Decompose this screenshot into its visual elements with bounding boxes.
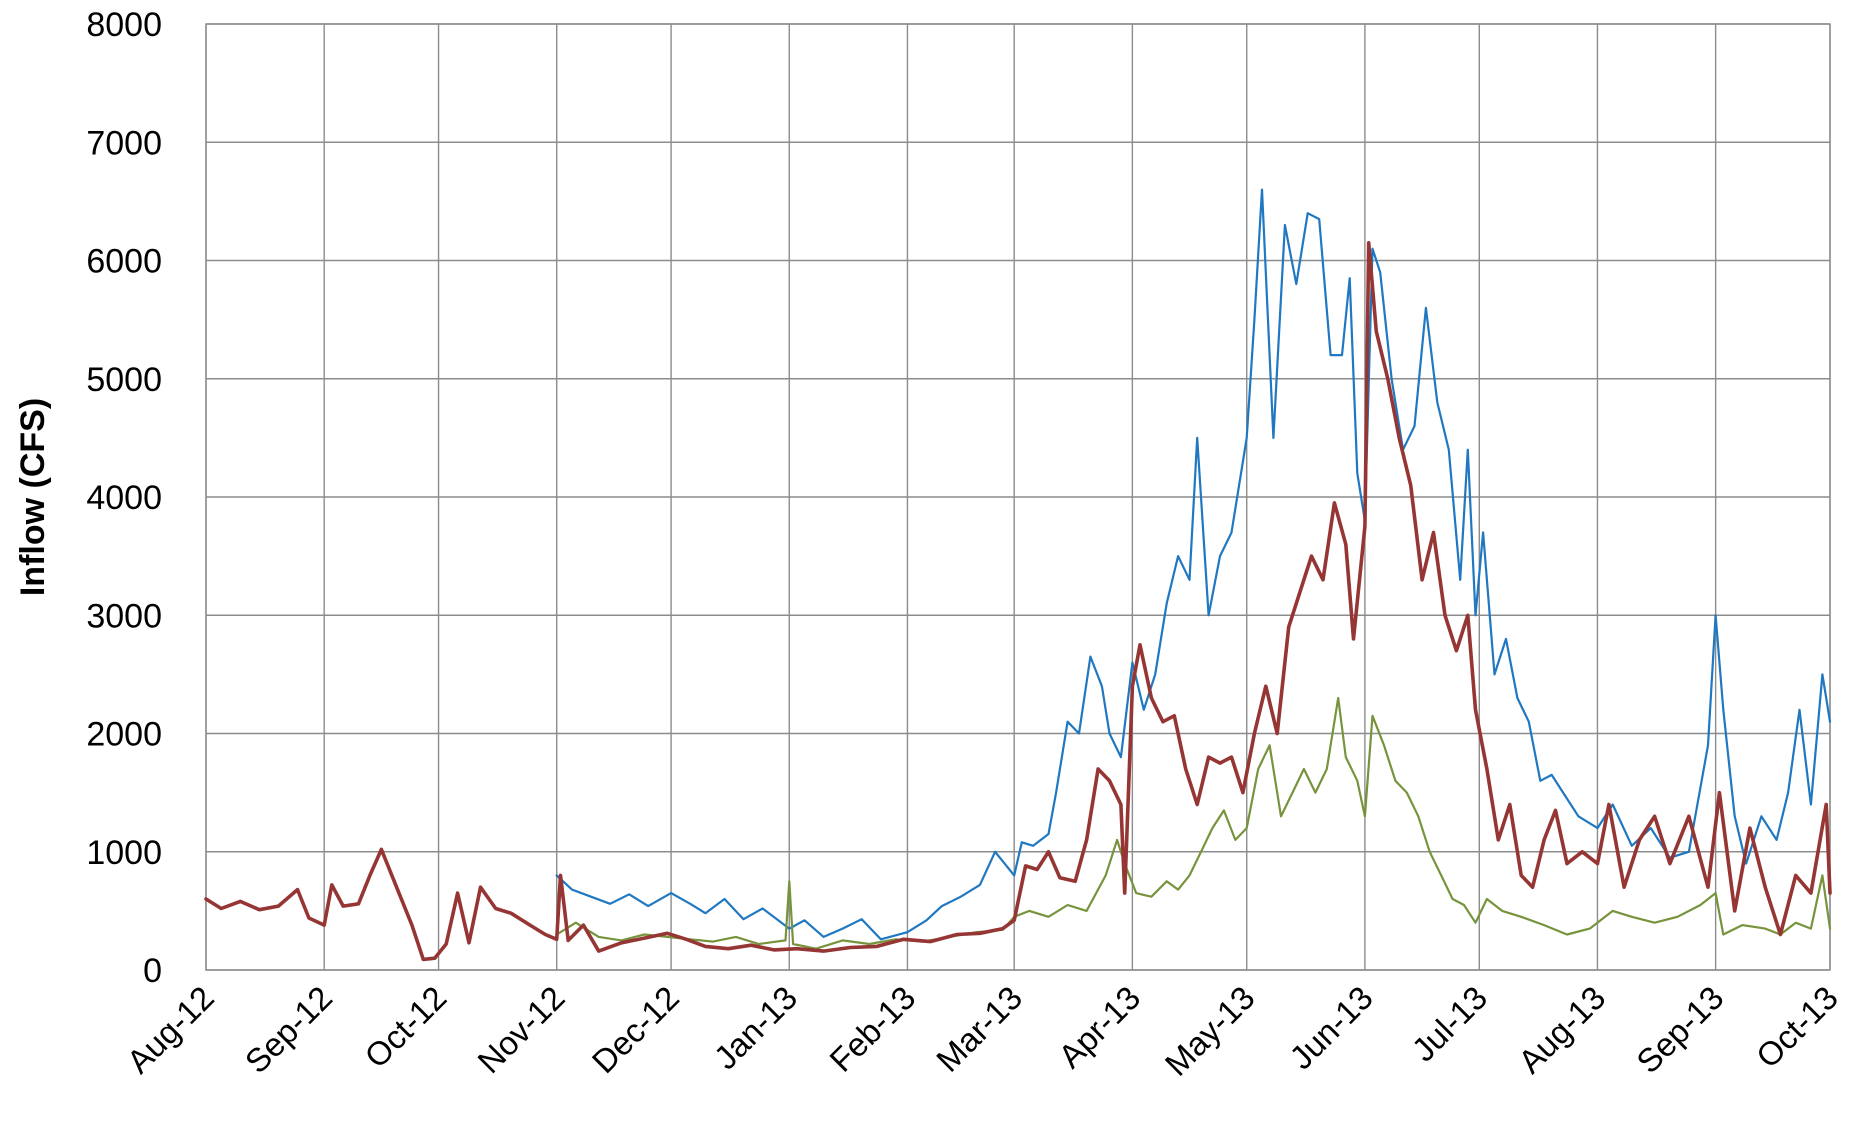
x-tick-label: Jun-13: [1282, 979, 1380, 1077]
x-tick-label: Mar-13: [929, 979, 1029, 1079]
x-tick-label: Oct-12: [357, 979, 453, 1075]
x-tick-label: May-13: [1158, 979, 1262, 1083]
x-tick-label: Sep-12: [238, 979, 339, 1080]
series-lines: [204, 188, 1832, 962]
y-tick-label: 6000: [86, 243, 162, 281]
y-axis-label: Inflow (CFS): [14, 398, 52, 596]
x-tick-label: Dec-12: [585, 979, 686, 1080]
x-tick-label: Aug-13: [1511, 979, 1612, 1080]
x-axis-ticks: Aug-12 Sep-12 Oct-12 Nov-12 Dec-12 Jan-13 Feb-…: [120, 979, 1845, 1083]
y-tick-label: 5000: [86, 361, 162, 399]
y-tick-label: 4000: [86, 479, 162, 517]
y-tick-label: 2000: [86, 716, 162, 754]
y-tick-label: 8000: [86, 6, 162, 44]
plot-frame: [205, 23, 1831, 971]
gridlines: [205, 23, 1831, 971]
y-axis-ticks: 0 1000 2000 3000 4000 5000 6000 7000 8000: [86, 6, 162, 990]
series-line-2: [204, 241, 1832, 962]
x-tick-label: Feb-13: [822, 979, 922, 1079]
x-tick-label: Jul-13: [1405, 979, 1495, 1069]
x-tick-label: Jan-13: [707, 979, 805, 1077]
x-tick-label: Apr-13: [1051, 979, 1147, 1075]
series-line-3: [555, 696, 1832, 950]
x-tick-label: Aug-12: [120, 979, 221, 1080]
x-tick-label: Sep-13: [1629, 979, 1730, 1080]
y-tick-label: 3000: [86, 597, 162, 635]
series-line-1: [555, 188, 1832, 941]
x-tick-label: Nov-12: [470, 979, 571, 1080]
x-tick-label: Oct-13: [1749, 979, 1845, 1075]
y-tick-label: 0: [143, 952, 162, 990]
y-tick-label: 1000: [86, 834, 162, 872]
y-tick-label: 7000: [86, 124, 162, 162]
